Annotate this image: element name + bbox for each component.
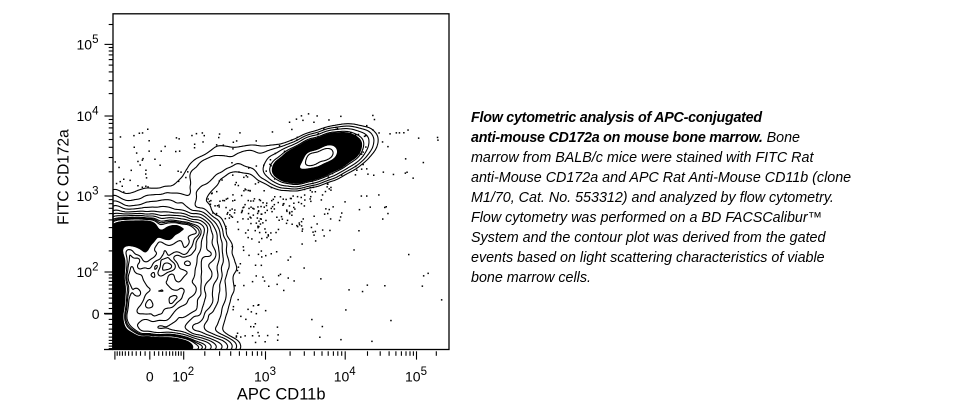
svg-text:APC CD11b: APC CD11b (237, 386, 326, 404)
svg-text:0: 0 (146, 369, 154, 385)
svg-text:0: 0 (92, 306, 100, 322)
svg-text:FITC CD172a: FITC CD172a (56, 129, 73, 225)
